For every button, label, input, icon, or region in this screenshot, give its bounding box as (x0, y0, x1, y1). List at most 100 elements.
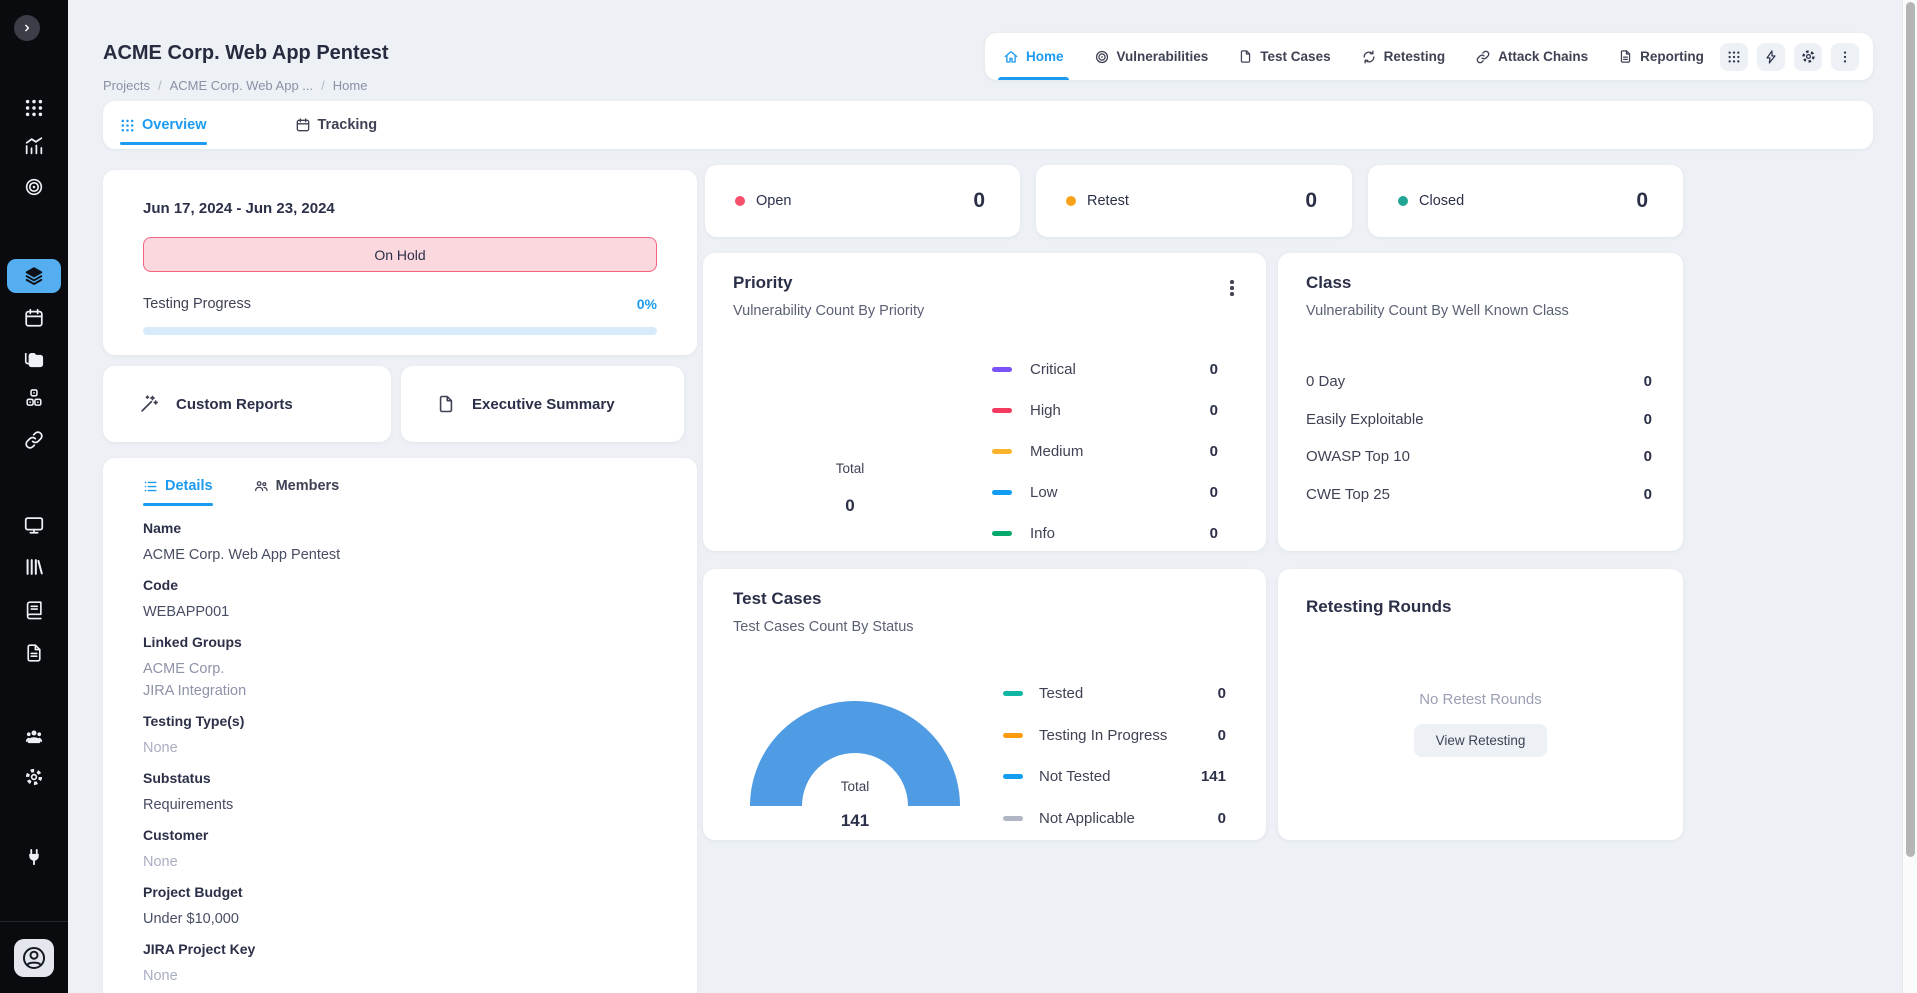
calendar-icon (295, 117, 311, 133)
link-icon (1475, 49, 1491, 65)
nav-actions (1720, 42, 1859, 71)
test-cases-legend: Tested 0 Testing In Progress 0 Not Tested 1… (1003, 673, 1226, 839)
retesting-title: Retesting Rounds (1306, 597, 1452, 616)
more-options-button[interactable] (1831, 42, 1859, 71)
field-code: Code WEBAPP001 (143, 577, 230, 620)
progress-bar (143, 327, 657, 335)
dots-grid-icon (120, 118, 135, 133)
document-icon[interactable] (23, 642, 45, 664)
retest-status-dot (1066, 196, 1076, 206)
person-icon (20, 944, 48, 972)
main-content: ACME Corp. Web App Pentest Projects / ACME… (68, 0, 1917, 993)
schedule-card: Jun 17, 2024 - Jun 23, 2024 On Hold Test… (103, 170, 697, 355)
test-cases-total: Total 141 (840, 779, 870, 830)
settings-button[interactable] (1794, 42, 1822, 71)
gear-icon (1800, 48, 1817, 65)
apps-grid-icon[interactable] (23, 97, 45, 119)
project-details-fields: Name ACME Corp. Web App Pentest Code WEB… (143, 520, 657, 985)
priority-menu-button[interactable] (1222, 277, 1242, 299)
legend-row: Info 0 (992, 513, 1218, 554)
magic-wand-icon (138, 393, 160, 415)
field-project-budget: Project Budget Under $10,000 (143, 884, 243, 927)
status-badge[interactable]: On Hold (143, 237, 657, 272)
page-title: ACME Corp. Web App Pentest (103, 42, 389, 64)
home-icon (1003, 49, 1019, 65)
legend-row: Not Tested 141 (1003, 756, 1226, 798)
breadcrumb-project[interactable]: ACME Corp. Web App ... (169, 78, 314, 93)
class-title: Class (1306, 273, 1352, 292)
field-jira-project-key: JIRA Project Key None (143, 941, 256, 984)
priority-chart-card: Priority Vulnerability Count By Priority… (703, 253, 1266, 551)
details-card: Details Members Name ACME Corp. Web App … (103, 458, 697, 993)
priority-total: Total 0 (835, 461, 865, 515)
retesting-rounds-card: Retesting Rounds No Retest Rounds View R… (1278, 569, 1683, 840)
sidebar-expand-button[interactable] (14, 15, 40, 41)
class-row: CWE Top 25 0 (1306, 485, 1652, 503)
open-status-dot (735, 196, 745, 206)
users-icon[interactable] (23, 726, 45, 748)
tab-tracking[interactable]: Tracking (295, 101, 377, 149)
quick-actions-button[interactable] (1757, 42, 1785, 71)
page-tabbar: Overview Tracking (103, 101, 1873, 149)
nav-item-home[interactable]: Home (998, 33, 1068, 80)
tab-overview[interactable]: Overview (120, 101, 207, 149)
user-avatar[interactable] (14, 939, 54, 977)
library-icon[interactable] (23, 556, 45, 578)
nav-item-test-cases[interactable]: Test Cases (1238, 33, 1331, 80)
field-customer: Customer None (143, 827, 209, 870)
breadcrumb-home: Home (332, 78, 368, 93)
cubes-icon[interactable] (23, 387, 45, 409)
top-navigation: Home Vulnerabilities Test Cases Retestin… (985, 33, 1873, 80)
breadcrumb-projects[interactable]: Projects (103, 78, 150, 93)
file-icon (1238, 49, 1253, 64)
list-icon (143, 479, 158, 494)
target-icon (1094, 49, 1110, 65)
page-scrollbar[interactable] (1902, 0, 1917, 993)
tab-details[interactable]: Details (143, 478, 213, 506)
folders-icon[interactable] (23, 347, 45, 369)
analytics-icon[interactable] (23, 135, 45, 157)
custom-reports-card[interactable]: Custom Reports (103, 366, 391, 442)
class-rows: 0 Day 0 Easily Exploitable 0 OWASP Top 10 0… (1306, 363, 1652, 513)
lightning-icon (1763, 49, 1779, 65)
nav-item-attack-chains[interactable]: Attack Chains (1475, 33, 1588, 80)
plug-icon[interactable] (23, 847, 45, 869)
sidebar-divider (0, 921, 68, 922)
class-row: 0 Day 0 (1306, 373, 1652, 391)
field-linked-groups: Linked Groups ACME Corp. JIRA Integratio… (143, 634, 247, 699)
class-row: OWASP Top 10 0 (1306, 448, 1652, 466)
target-icon[interactable] (23, 176, 45, 198)
nav-item-retesting[interactable]: Retesting (1361, 33, 1445, 80)
legend-row: Tested 0 (1003, 673, 1226, 715)
status-card-retest[interactable]: Retest 0 (1036, 165, 1352, 237)
class-card: Class Vulnerability Count By Well Known … (1278, 253, 1683, 551)
nav-item-vulnerabilities[interactable]: Vulnerabilities (1094, 33, 1208, 80)
progress-label: Testing Progress (143, 296, 251, 312)
view-retesting-button[interactable]: View Retesting (1413, 724, 1548, 757)
status-card-open[interactable]: Open 0 (705, 165, 1020, 237)
breadcrumb: Projects / ACME Corp. Web App ... / Home (103, 78, 368, 93)
project-date-range: Jun 17, 2024 - Jun 23, 2024 (143, 200, 335, 217)
scrollbar-thumb[interactable] (1905, 2, 1915, 857)
kebab-icon (1837, 49, 1853, 65)
closed-status-dot (1398, 196, 1408, 206)
progress-value: 0% (636, 296, 657, 312)
nav-item-reporting[interactable]: Reporting (1618, 33, 1704, 80)
executive-summary-card[interactable]: Executive Summary (401, 366, 684, 442)
class-row: Easily Exploitable 0 (1306, 410, 1652, 428)
priority-title: Priority (733, 273, 793, 292)
gear-icon[interactable] (23, 766, 45, 788)
grid-menu-button[interactable] (1720, 42, 1748, 71)
tab-members[interactable]: Members (253, 478, 339, 506)
file-text-icon (1618, 49, 1633, 64)
monitor-icon[interactable] (23, 514, 45, 536)
calendar-icon[interactable] (23, 307, 45, 329)
field-testing-types: Testing Type(s) None (143, 713, 245, 756)
link-icon[interactable] (23, 429, 45, 451)
priority-legend: Critical 0 High 0 Medium 0 Low 0 Info 0 (992, 349, 1218, 554)
legend-row: Medium 0 (992, 431, 1218, 472)
book-icon[interactable] (23, 599, 45, 621)
retest-count: 0 (1305, 189, 1317, 212)
status-card-closed[interactable]: Closed 0 (1368, 165, 1683, 237)
sidebar-item-layers-active[interactable] (7, 259, 61, 293)
